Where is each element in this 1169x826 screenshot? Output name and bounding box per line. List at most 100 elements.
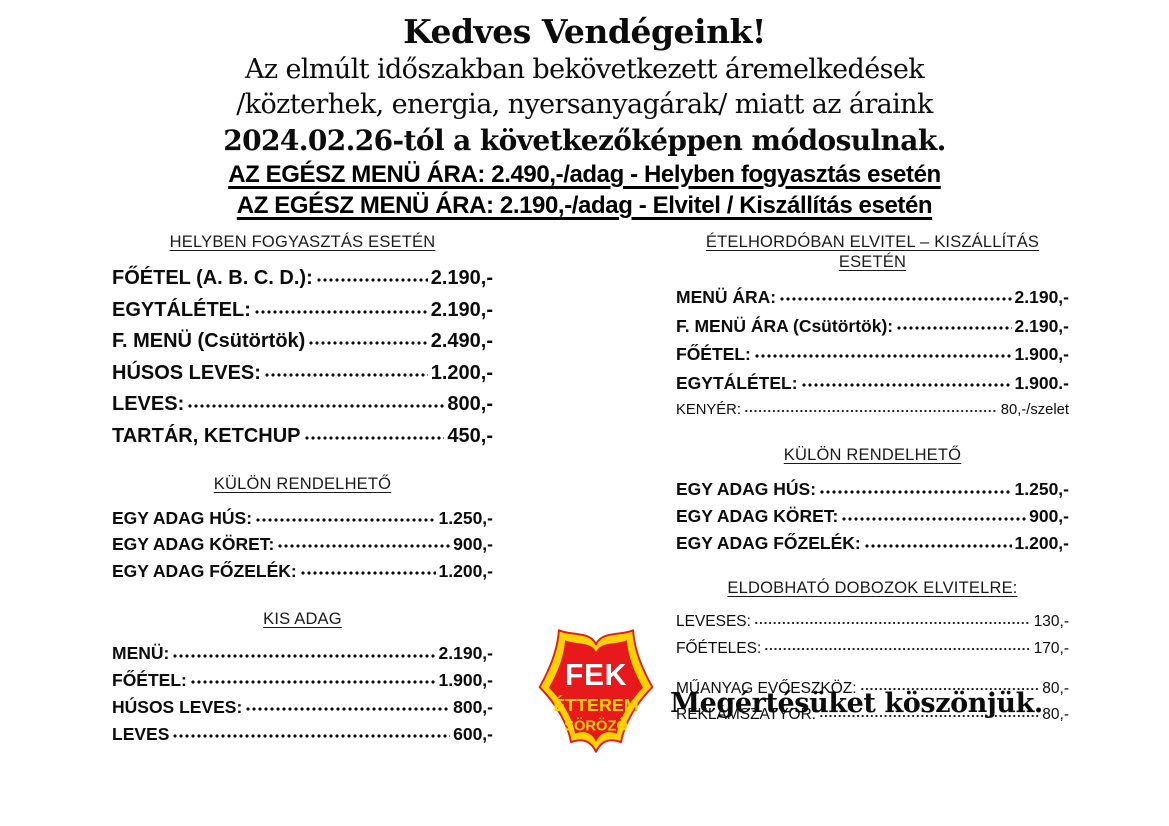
item-label: LEVES: <box>112 393 185 416</box>
menu-item-row: EGY ADAG FŐZELÉK: 1.200,- <box>676 530 1069 557</box>
item-price: 2.190,- <box>430 267 493 289</box>
item-label: MENÜ ÁRA: <box>676 287 777 307</box>
menu-item-row: EGY ADAG KÖRET: 900,- <box>112 531 493 558</box>
item-label: F. MENÜ ÁRA (Csütörtök): <box>676 315 894 336</box>
menu-item-row: LEVES: 800,- <box>112 389 493 421</box>
menu-item-row: HÚSOS LEVES: 1.200,- <box>112 358 493 390</box>
menu-item-row: REKLÁMSZATYOR: 80,- <box>676 702 1069 729</box>
item-label: EGY ADAG HÚS: <box>112 507 253 528</box>
item-label: EGY ADAG HÚS: <box>676 479 817 500</box>
menu-item-row: FŐÉTEL: 1.900,- <box>676 340 1069 369</box>
item-price: 800,- <box>453 696 493 717</box>
item-price: 1.900.- <box>1014 372 1069 393</box>
menu-item-row: F. MENÜ (Csütörtök) 2.490,- <box>112 326 493 358</box>
intro-line-2: /közterhek, energia, nyersanyagárak/ mia… <box>236 89 933 120</box>
item-price: 170,- <box>1033 639 1069 657</box>
item-label: MENÜ: <box>112 643 170 664</box>
menu-item-row: FŐÉTEL (A. B. C. D.): 2.190,- <box>112 263 493 295</box>
item-label: KENYÉR: <box>676 402 741 419</box>
section-heading: HELYBEN FOGYASZTÁS ESETÉN <box>169 233 436 251</box>
shield-badge-icon: FEK ÉTTEREM SÖRÖZŐ <box>538 629 654 753</box>
item-price: 900,- <box>1029 506 1069 527</box>
section-heading: ELDOBHATÓ DOBOZOK ELVITELRE: <box>727 579 1018 598</box>
item-label: HÚSOS LEVES: <box>112 696 243 717</box>
section-heading: KÜLÖN RENDELHETŐ <box>783 446 962 465</box>
notice-header: Kedves Vendégeink! Az elmúlt időszakban … <box>0 0 1169 221</box>
item-label: FŐÉTELES: <box>676 639 762 657</box>
menu-section: KIS ADAG MENÜ: 2.190,- FŐÉTEL: 1.900,- HÚSOS … <box>112 609 493 747</box>
menu-section: KÜLÖN RENDELHETŐ EGY ADAG HÚS: 1.250,- EGY … <box>112 474 493 585</box>
menu-item-row: TARTÁR, KETCHUP 450,- <box>112 421 493 453</box>
intro-line-1: Az elmúlt időszakban bekövetkezett áreme… <box>244 54 925 85</box>
item-price: 1.250,- <box>1014 479 1069 500</box>
item-label: FŐÉTEL (A. B. C. D.): <box>112 267 313 289</box>
menu-item-row: LEVES 600,- <box>112 721 493 748</box>
item-label: EGY ADAG KÖRET: <box>676 506 839 527</box>
item-label: F. MENÜ (Csütörtök) <box>112 330 306 353</box>
item-label: EGYTÁLÉTEL: <box>112 298 251 321</box>
logo-text-sorozo: SÖRÖZŐ <box>564 717 628 735</box>
menu-item-row: MENÜ: 2.190,- <box>112 640 493 667</box>
menu-item-row: MENÜ ÁRA: 2.190,- <box>676 283 1069 312</box>
item-price: 1.900,- <box>1014 344 1069 365</box>
item-price: 1.900,- <box>438 670 493 691</box>
menu-section: MŰANYAG EVŐESZKÖZ: 80,- REKLÁMSZATYOR: 80,- <box>676 676 1069 729</box>
item-label: EGY ADAG KÖRET: <box>112 534 275 555</box>
item-label: EGYTÁLÉTEL: <box>676 372 798 393</box>
item-price: 2.190,- <box>438 643 493 664</box>
menu-section: ÉTELHORDÓBAN ELVITEL – KISZÁLLÍTÁS ESETÉ… <box>676 232 1069 423</box>
menu-section: HELYBEN FOGYASZTÁS ESETÉN FŐÉTEL (A. B. C… <box>112 232 493 453</box>
item-price: 800,- <box>447 393 493 416</box>
item-price: 1.200,- <box>438 560 493 581</box>
item-label: FŐÉTEL: <box>112 670 187 691</box>
full-menu-price-takeaway-banner: AZ EGÉSZ MENÜ ÁRA: 2.190,-/adag - Elvite… <box>236 192 933 219</box>
section-heading: ÉTELHORDÓBAN ELVITEL – KISZÁLLÍTÁS ESETÉ… <box>705 233 1040 271</box>
item-price: 80,- <box>1042 706 1069 724</box>
menu-item-row: MŰANYAG EVŐESZKÖZ: 80,- <box>676 676 1069 703</box>
item-price: 2.190,- <box>1014 315 1069 336</box>
item-price: 2.190,- <box>430 298 493 321</box>
menu-item-row: EGY ADAG FŐZELÉK: 1.200,- <box>112 558 493 585</box>
item-label: EGY ADAG FŐZELÉK: <box>112 560 297 581</box>
item-price: 80,- <box>1042 679 1069 697</box>
full-menu-price-dinein-banner: AZ EGÉSZ MENÜ ÁRA: 2.490,-/adag - Helybe… <box>228 161 941 188</box>
menu-section: ELDOBHATÓ DOBOZOK ELVITELRE: LEVESES: 130,… <box>676 578 1069 662</box>
menu-item-row: FŐÉTEL: 1.900,- <box>112 667 493 694</box>
logo-text-fek: FEK <box>565 659 627 692</box>
item-price: 900,- <box>453 534 493 555</box>
dine-in-price-column: HELYBEN FOGYASZTÁS ESETÉN FŐÉTEL (A. B. C… <box>112 232 493 748</box>
item-price: 2.490,- <box>430 330 493 353</box>
page-title: Kedves Vendégeink! <box>403 12 766 51</box>
item-price: 600,- <box>453 723 493 744</box>
item-label: FŐÉTEL: <box>676 344 751 365</box>
item-label: REKLÁMSZATYOR: <box>676 706 817 724</box>
item-label: MŰANYAG EVŐESZKÖZ: <box>676 679 857 697</box>
menu-item-row: FŐÉTELES: 170,- <box>676 636 1069 663</box>
menu-item-row: EGYTÁLÉTEL: 1.900.- <box>676 369 1069 398</box>
menu-section: KÜLÖN RENDELHETŐ EGY ADAG HÚS: 1.250,- EGY … <box>676 445 1069 557</box>
item-label: EGY ADAG FŐZELÉK: <box>676 533 861 554</box>
item-label: HÚSOS LEVES: <box>112 361 261 384</box>
menu-item-row: KENYÉR: 80,-/szelet <box>676 397 1069 423</box>
section-heading: KIS ADAG <box>263 610 342 629</box>
takeaway-price-column: ÉTELHORDÓBAN ELVITEL – KISZÁLLÍTÁS ESETÉ… <box>676 232 1069 729</box>
menu-item-row: F. MENÜ ÁRA (Csütörtök): 2.190,- <box>676 312 1069 341</box>
item-label: TARTÁR, KETCHUP <box>112 424 301 447</box>
item-price: 1.200,- <box>430 361 493 384</box>
menu-item-row: EGY ADAG HÚS: 1.250,- <box>112 505 493 532</box>
item-label: LEVES <box>112 723 170 744</box>
fek-etterem-sorozo-logo: FEK ÉTTEREM SÖRÖZŐ <box>532 621 660 761</box>
menu-item-row: EGYTÁLÉTEL: 2.190,- <box>112 295 493 327</box>
menu-item-row: HÚSOS LEVES: 800,- <box>112 694 493 721</box>
effective-date-line: 2024.02.26-tól a következőképpen módosul… <box>223 124 946 157</box>
item-price: 1.200,- <box>1014 533 1069 554</box>
section-heading: KÜLÖN RENDELHETŐ <box>213 474 392 493</box>
item-price: 130,- <box>1033 613 1069 631</box>
item-price: 2.190,- <box>1014 287 1069 307</box>
item-price: 450,- <box>447 424 493 447</box>
closing-thanks-line: Megértésüket köszönjük. <box>670 688 1043 719</box>
menu-item-row: EGY ADAG HÚS: 1.250,- <box>676 476 1069 503</box>
item-price: 80,-/szelet <box>1000 402 1069 419</box>
item-price: 1.250,- <box>438 507 493 528</box>
